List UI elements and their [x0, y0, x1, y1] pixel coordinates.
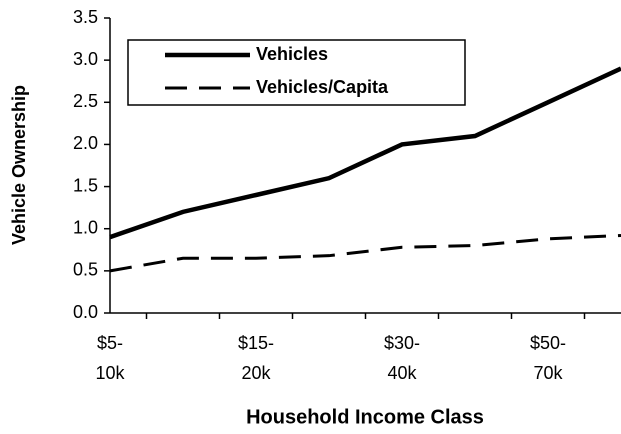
- series-line: [109, 66, 621, 240]
- y-tick-label: 2.5: [73, 91, 98, 111]
- series-line: [109, 233, 621, 273]
- y-tick-label: 1.0: [73, 217, 98, 237]
- x-axis-title: Household Income Class: [246, 406, 484, 428]
- y-tick-label: 2.0: [73, 133, 98, 153]
- y-axis-title: Vehicle Ownership: [9, 85, 29, 245]
- y-tick-label: 0.5: [73, 260, 98, 280]
- y-tick-label: 3.5: [73, 7, 98, 27]
- x-tick-label: $5- 10k: [95, 333, 125, 383]
- legend-label: Vehicles/Capita: [256, 77, 389, 97]
- legend-label: Vehicles: [256, 44, 328, 64]
- x-tick-label: $30- 40k: [383, 333, 421, 383]
- y-tick-label: 3.0: [73, 49, 98, 69]
- y-tick-label: 1.5: [73, 175, 98, 195]
- x-tick-label: $15- 20k: [237, 333, 275, 383]
- y-tick-label: 0.0: [73, 302, 98, 322]
- x-tick-label: $50- 70k: [529, 333, 567, 383]
- legend-box: [127, 39, 466, 106]
